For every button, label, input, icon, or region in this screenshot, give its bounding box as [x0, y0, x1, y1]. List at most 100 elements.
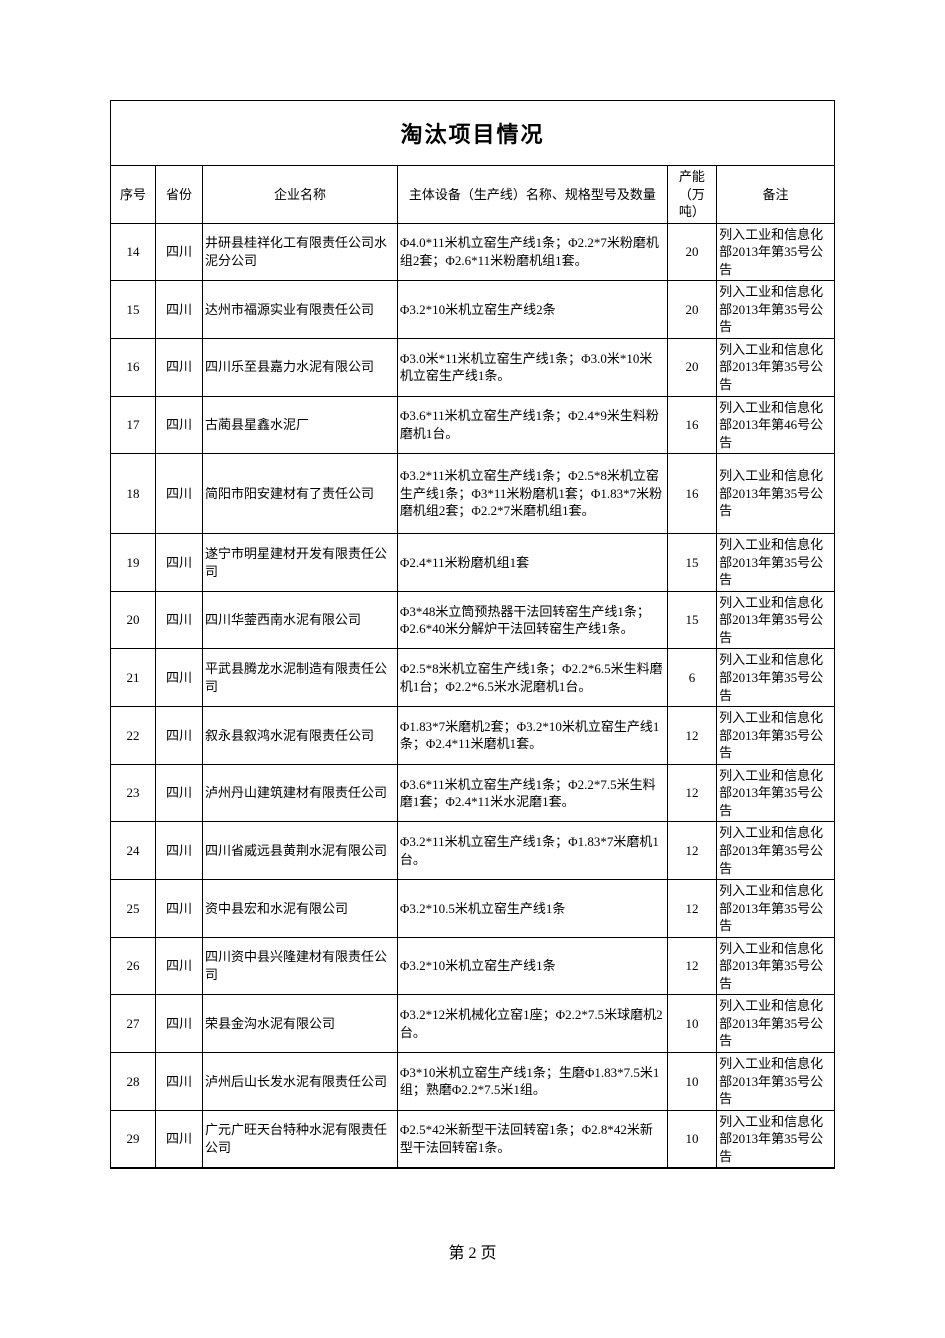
- cell-seq: 20: [111, 591, 156, 649]
- cell-province: 四川: [156, 1052, 203, 1110]
- cell-remark: 列入工业和信息化部2013年第35号公告: [717, 649, 834, 707]
- cell-equipment: Φ1.83*7米磨机2套；Φ3.2*10米机立窑生产线1条；Φ2.4*11米磨机…: [397, 707, 667, 765]
- table-row: 23四川泸州丹山建筑建材有限责任公司Φ3.6*11米机立窑生产线1条；Φ2.2*…: [111, 764, 834, 822]
- cell-company: 四川资中县兴隆建材有限责任公司: [203, 937, 398, 995]
- cell-capacity: 12: [667, 937, 716, 995]
- cell-capacity: 6: [667, 649, 716, 707]
- cell-company: 资中县宏和水泥有限公司: [203, 880, 398, 938]
- cell-company: 泸州丹山建筑建材有限责任公司: [203, 764, 398, 822]
- cell-capacity: 20: [667, 338, 716, 396]
- cell-capacity: 12: [667, 707, 716, 765]
- cell-seq: 27: [111, 995, 156, 1053]
- cell-capacity: 15: [667, 591, 716, 649]
- cell-province: 四川: [156, 1110, 203, 1168]
- cell-company: 四川华蓥西南水泥有限公司: [203, 591, 398, 649]
- cell-capacity: 20: [667, 281, 716, 339]
- cell-province: 四川: [156, 822, 203, 880]
- cell-remark: 列入工业和信息化部2013年第35号公告: [717, 995, 834, 1053]
- cell-seq: 28: [111, 1052, 156, 1110]
- table-row: 15四川达州市福源实业有限责任公司Φ3.2*10米机立窑生产线2条20列入工业和…: [111, 281, 834, 339]
- cell-province: 四川: [156, 223, 203, 281]
- header-remark: 备注: [717, 166, 834, 223]
- cell-capacity: 12: [667, 822, 716, 880]
- cell-equipment: Φ3.6*11米机立窑生产线1条；Φ2.4*9米生料粉磨机1台。: [397, 396, 667, 454]
- table-row: 26四川四川资中县兴隆建材有限责任公司Φ3.2*10米机立窑生产线1条12列入工…: [111, 937, 834, 995]
- cell-seq: 18: [111, 454, 156, 534]
- cell-province: 四川: [156, 454, 203, 534]
- cell-seq: 22: [111, 707, 156, 765]
- cell-remark: 列入工业和信息化部2013年第35号公告: [717, 281, 834, 339]
- cell-company: 荣县金沟水泥有限公司: [203, 995, 398, 1053]
- project-table: 序号 省份 企业名称 主体设备（生产线）名称、规格型号及数量 产能（万吨） 备注…: [111, 166, 834, 1168]
- cell-province: 四川: [156, 764, 203, 822]
- cell-province: 四川: [156, 534, 203, 592]
- cell-province: 四川: [156, 880, 203, 938]
- cell-seq: 25: [111, 880, 156, 938]
- cell-equipment: Φ3.2*10米机立窑生产线1条: [397, 937, 667, 995]
- page-number: 第 2 页: [0, 1239, 945, 1263]
- cell-equipment: Φ3.6*11米机立窑生产线1条；Φ2.2*7.5米生料磨1套；Φ2.4*11米…: [397, 764, 667, 822]
- project-table-container: 淘汰项目情况 序号 省份 企业名称 主体设备（生产线）名称、规格型号及数量 产能…: [110, 100, 835, 1169]
- cell-remark: 列入工业和信息化部2013年第35号公告: [717, 937, 834, 995]
- cell-province: 四川: [156, 281, 203, 339]
- cell-seq: 17: [111, 396, 156, 454]
- cell-company: 四川乐至县嘉力水泥有限公司: [203, 338, 398, 396]
- cell-seq: 16: [111, 338, 156, 396]
- table-body: 14四川井研县桂祥化工有限责任公司水泥分公司Φ4.0*11米机立窑生产线1条；Φ…: [111, 223, 834, 1168]
- cell-capacity: 12: [667, 764, 716, 822]
- table-row: 22四川叙永县叙鸿水泥有限责任公司Φ1.83*7米磨机2套；Φ3.2*10米机立…: [111, 707, 834, 765]
- cell-capacity: 12: [667, 880, 716, 938]
- cell-province: 四川: [156, 338, 203, 396]
- cell-company: 叙永县叙鸿水泥有限责任公司: [203, 707, 398, 765]
- cell-province: 四川: [156, 995, 203, 1053]
- cell-remark: 列入工业和信息化部2013年第35号公告: [717, 764, 834, 822]
- cell-company: 泸州后山长发水泥有限责任公司: [203, 1052, 398, 1110]
- cell-capacity: 10: [667, 1052, 716, 1110]
- cell-equipment: Φ3.2*11米机立窑生产线1条；Φ2.5*8米机立窑生产线1条；Φ3*11米粉…: [397, 454, 667, 534]
- table-row: 14四川井研县桂祥化工有限责任公司水泥分公司Φ4.0*11米机立窑生产线1条；Φ…: [111, 223, 834, 281]
- cell-province: 四川: [156, 707, 203, 765]
- cell-remark: 列入工业和信息化部2013年第35号公告: [717, 591, 834, 649]
- cell-remark: 列入工业和信息化部2013年第35号公告: [717, 338, 834, 396]
- cell-remark: 列入工业和信息化部2013年第35号公告: [717, 1110, 834, 1168]
- cell-equipment: Φ2.5*42米新型干法回转窑1条；Φ2.8*42米新型干法回转窑1条。: [397, 1110, 667, 1168]
- cell-equipment: Φ4.0*11米机立窑生产线1条；Φ2.2*7米粉磨机组2套；Φ2.6*11米粉…: [397, 223, 667, 281]
- cell-equipment: Φ2.5*8米机立窑生产线1条；Φ2.2*6.5米生料磨机1台；Φ2.2*6.5…: [397, 649, 667, 707]
- header-equipment: 主体设备（生产线）名称、规格型号及数量: [397, 166, 667, 223]
- header-capacity: 产能（万吨）: [667, 166, 716, 223]
- table-header-row: 序号 省份 企业名称 主体设备（生产线）名称、规格型号及数量 产能（万吨） 备注: [111, 166, 834, 223]
- cell-company: 平武县腾龙水泥制造有限责任公司: [203, 649, 398, 707]
- header-seq: 序号: [111, 166, 156, 223]
- cell-seq: 29: [111, 1110, 156, 1168]
- table-row: 27四川荣县金沟水泥有限公司Φ3.2*12米机械化立窑1座；Φ2.2*7.5米球…: [111, 995, 834, 1053]
- cell-company: 井研县桂祥化工有限责任公司水泥分公司: [203, 223, 398, 281]
- cell-remark: 列入工业和信息化部2013年第35号公告: [717, 1052, 834, 1110]
- header-province: 省份: [156, 166, 203, 223]
- cell-remark: 列入工业和信息化部2013年第35号公告: [717, 822, 834, 880]
- table-title-row: 淘汰项目情况: [111, 101, 834, 166]
- header-company: 企业名称: [203, 166, 398, 223]
- table-row: 21四川平武县腾龙水泥制造有限责任公司Φ2.5*8米机立窑生产线1条；Φ2.2*…: [111, 649, 834, 707]
- cell-equipment: Φ3.2*12米机械化立窑1座；Φ2.2*7.5米球磨机2台。: [397, 995, 667, 1053]
- cell-remark: 列入工业和信息化部2013年第35号公告: [717, 880, 834, 938]
- table-row: 17四川古蔺县星鑫水泥厂Φ3.6*11米机立窑生产线1条；Φ2.4*9米生料粉磨…: [111, 396, 834, 454]
- cell-company: 达州市福源实业有限责任公司: [203, 281, 398, 339]
- cell-equipment: Φ3.2*10米机立窑生产线2条: [397, 281, 667, 339]
- cell-equipment: Φ3.2*11米机立窑生产线1条；Φ1.83*7米磨机1台。: [397, 822, 667, 880]
- cell-remark: 列入工业和信息化部2013年第35号公告: [717, 454, 834, 534]
- cell-equipment: Φ3*48米立筒预热器干法回转窑生产线1条；Φ2.6*40米分解炉干法回转窑生产…: [397, 591, 667, 649]
- cell-equipment: Φ3*10米机立窑生产线1条；生磨Φ1.83*7.5米1组；熟磨Φ2.2*7.5…: [397, 1052, 667, 1110]
- cell-seq: 23: [111, 764, 156, 822]
- cell-equipment: Φ3.2*10.5米机立窑生产线1条: [397, 880, 667, 938]
- table-row: 20四川四川华蓥西南水泥有限公司Φ3*48米立筒预热器干法回转窑生产线1条；Φ2…: [111, 591, 834, 649]
- cell-province: 四川: [156, 937, 203, 995]
- cell-company: 广元广旺天台特种水泥有限责任公司: [203, 1110, 398, 1168]
- cell-remark: 列入工业和信息化部2013年第35号公告: [717, 707, 834, 765]
- cell-capacity: 16: [667, 396, 716, 454]
- table-row: 19四川遂宁市明星建材开发有限责任公司Φ2.4*11米粉磨机组1套15列入工业和…: [111, 534, 834, 592]
- table-row: 25四川资中县宏和水泥有限公司Φ3.2*10.5米机立窑生产线1条12列入工业和…: [111, 880, 834, 938]
- cell-company: 四川省威远县黄荆水泥有限公司: [203, 822, 398, 880]
- cell-equipment: Φ3.0米*11米机立窑生产线1条；Φ3.0米*10米机立窑生产线1条。: [397, 338, 667, 396]
- table-row: 29四川广元广旺天台特种水泥有限责任公司Φ2.5*42米新型干法回转窑1条；Φ2…: [111, 1110, 834, 1168]
- table-row: 24四川四川省威远县黄荆水泥有限公司Φ3.2*11米机立窑生产线1条；Φ1.83…: [111, 822, 834, 880]
